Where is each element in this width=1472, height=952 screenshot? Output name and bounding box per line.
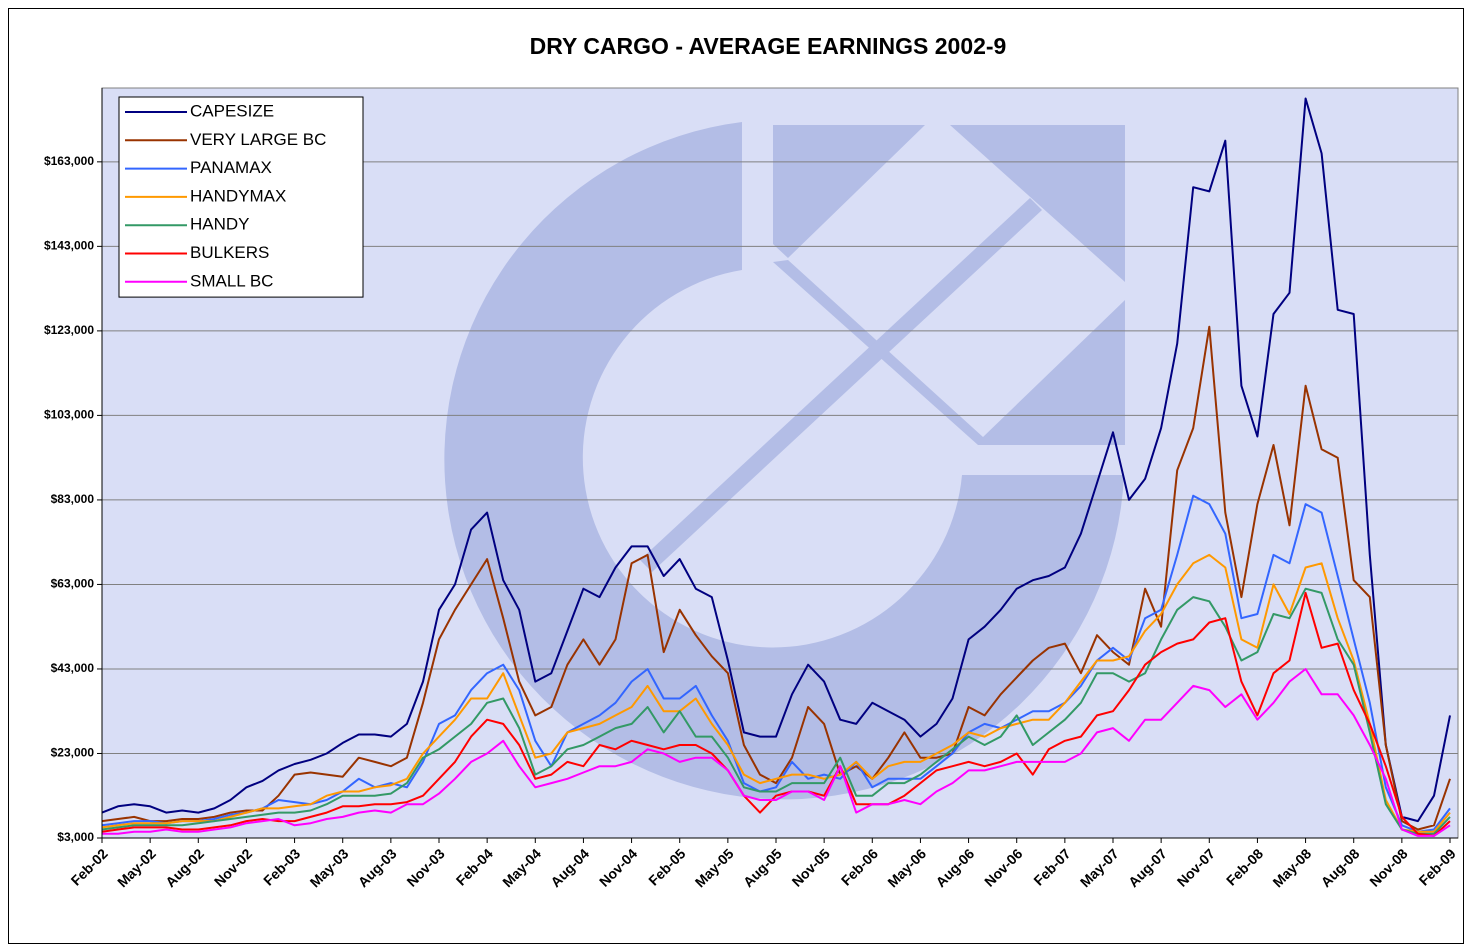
y-tick-label: $83,000	[51, 492, 95, 506]
series-line	[102, 668, 1451, 837]
legend-label: CAPESIZE	[190, 101, 274, 120]
legend-label: PANAMAX	[190, 158, 272, 177]
y-tick-label: $143,000	[44, 239, 94, 253]
y-tick-label: $23,000	[51, 746, 95, 760]
watermark-c	[444, 122, 1124, 800]
legend-label: BULKERS	[190, 243, 269, 262]
lines	[101, 97, 1451, 837]
watermark-shape	[773, 125, 925, 258]
legend-label: HANDY	[190, 215, 250, 234]
chart-title: DRY CARGO - AVERAGE EARNINGS 2002-9	[530, 33, 1007, 59]
series-line	[101, 591, 1451, 837]
series-line	[101, 553, 1451, 833]
series-line	[101, 325, 1451, 831]
y-tick-label: $43,000	[51, 661, 95, 675]
y-tick-label: $3,000	[57, 830, 94, 844]
watermark-shape	[640, 198, 1042, 572]
series-line	[101, 97, 1451, 823]
watermark-shape	[950, 125, 1125, 282]
series-line	[101, 494, 1451, 833]
legend-label: SMALL BC	[190, 271, 273, 290]
y-tick-label: $123,000	[44, 323, 94, 337]
watermark-shape	[773, 260, 1125, 445]
watermark	[444, 122, 1125, 800]
legend-label: HANDYMAX	[190, 186, 286, 205]
series-line	[101, 587, 1451, 835]
y-tick-label: $163,000	[44, 154, 94, 168]
y-tick-label: $103,000	[44, 408, 94, 422]
legend: CAPESIZE VERY LARGE BC PANAMAX HANDYMAX HAND…	[118, 96, 364, 298]
y-tick-label: $63,000	[51, 577, 95, 591]
legend-label: VERY LARGE BC	[190, 130, 326, 149]
